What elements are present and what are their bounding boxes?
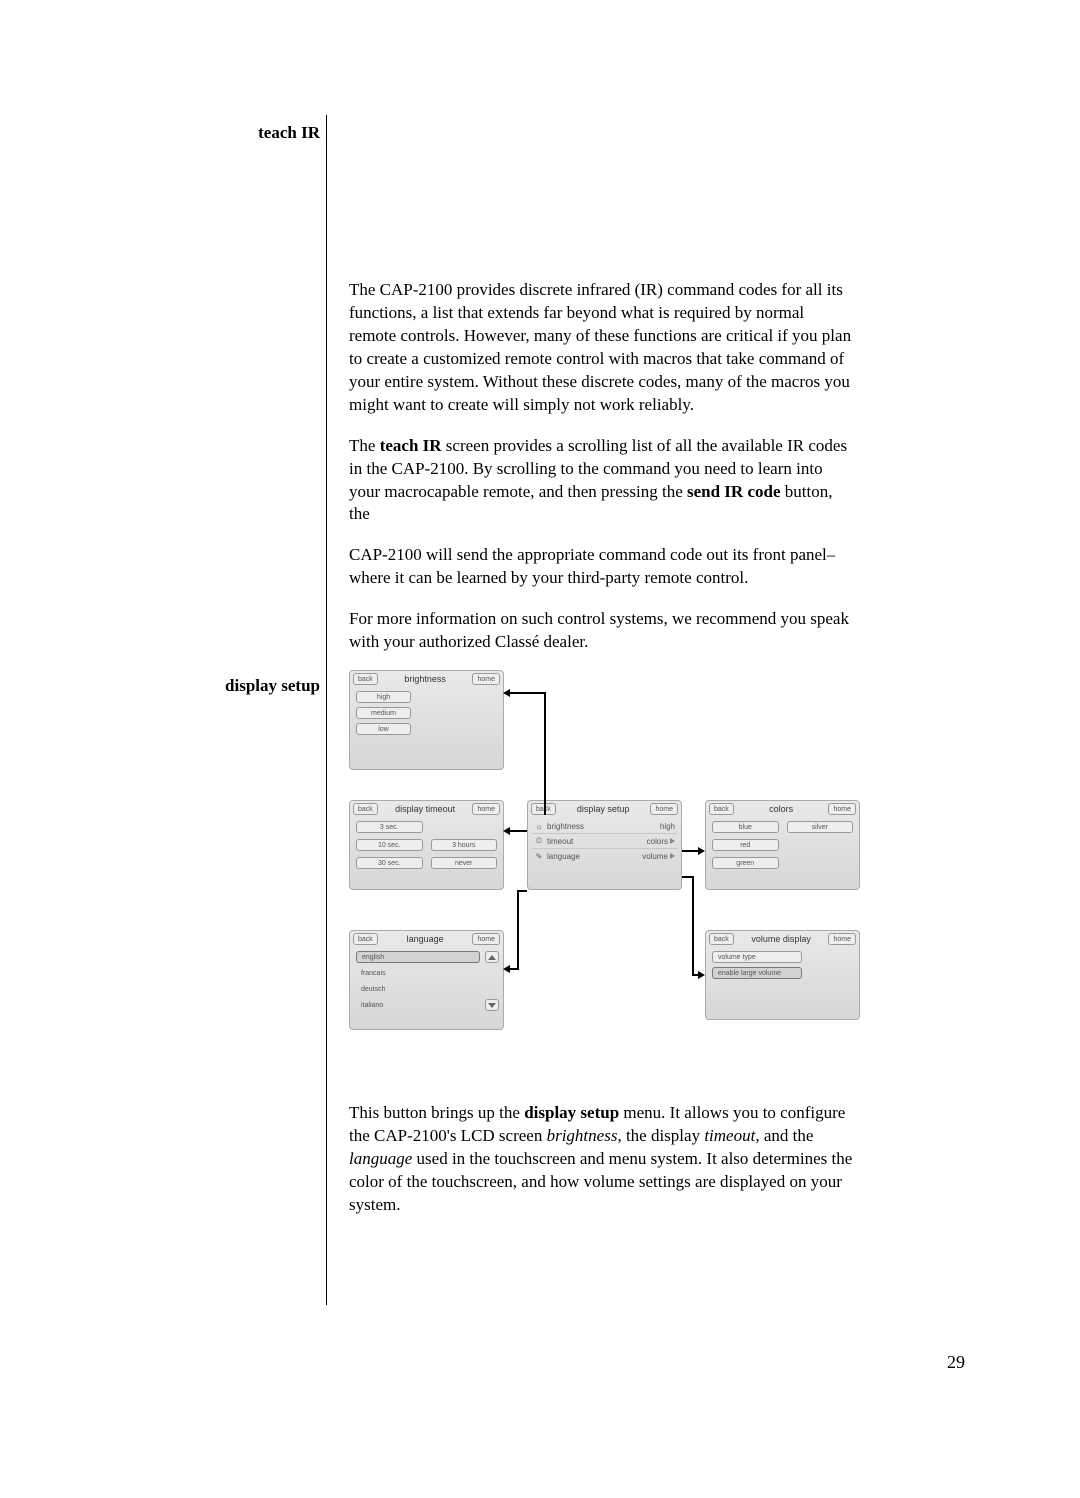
panel-title: volume display bbox=[734, 934, 829, 944]
option[interactable]: red bbox=[712, 839, 779, 851]
option-high[interactable]: high bbox=[356, 691, 411, 703]
option[interactable]: 30 sec. bbox=[356, 857, 423, 869]
panel-timeout: back display timeout home 3 sec. 10 sec.… bbox=[349, 800, 504, 890]
menu-row[interactable]: ☼brightness high bbox=[532, 819, 677, 834]
menu-row[interactable]: ✎language volume bbox=[532, 849, 677, 863]
section-label-display-setup: display setup bbox=[225, 676, 320, 696]
home-button[interactable]: home bbox=[650, 803, 678, 815]
text-italic: timeout bbox=[704, 1126, 755, 1145]
connector bbox=[517, 890, 527, 892]
panel-brightness: back brightness home high medium low bbox=[349, 670, 504, 770]
value: volume bbox=[642, 852, 668, 861]
home-button[interactable]: home bbox=[472, 803, 500, 815]
label: brightness bbox=[547, 822, 584, 831]
vertical-divider bbox=[326, 115, 327, 1305]
panel-language: back language home english francais deut… bbox=[349, 930, 504, 1030]
back-button[interactable]: back bbox=[353, 673, 378, 685]
home-button[interactable]: home bbox=[828, 803, 856, 815]
page-number: 29 bbox=[947, 1352, 965, 1373]
arrow-left-icon bbox=[503, 827, 510, 835]
brightness-icon: ☼ bbox=[534, 821, 544, 831]
text: This button brings up the bbox=[349, 1103, 524, 1122]
option[interactable]: english bbox=[356, 951, 480, 963]
paragraph: The CAP-2100 provides discrete infrared … bbox=[349, 279, 855, 417]
body-copy: This button brings up the display setup … bbox=[349, 1102, 855, 1235]
option-low[interactable]: low bbox=[356, 723, 411, 735]
text-bold: teach IR bbox=[380, 436, 442, 455]
arrow-right-icon bbox=[698, 847, 705, 855]
caret-up-icon bbox=[488, 955, 496, 960]
arrow-left-icon bbox=[503, 689, 510, 697]
section-label-teach-ir: teach IR bbox=[258, 123, 320, 143]
back-button[interactable]: back bbox=[709, 933, 734, 945]
panel-volume-display: back volume display home volume type ena… bbox=[705, 930, 860, 1020]
option[interactable]: deutsch bbox=[356, 983, 480, 995]
option[interactable]: volume type bbox=[712, 951, 802, 963]
panel-title: display timeout bbox=[378, 804, 473, 814]
timeout-icon: ⏲ bbox=[534, 836, 544, 846]
text-bold: send IR code bbox=[687, 482, 781, 501]
panel-title: display setup bbox=[556, 804, 651, 814]
text-italic: language bbox=[349, 1149, 412, 1168]
option[interactable]: never bbox=[431, 857, 498, 869]
arrow-right-icon bbox=[670, 853, 675, 859]
panel-title: brightness bbox=[378, 674, 473, 684]
panel-title: colors bbox=[734, 804, 829, 814]
scroll-up-button[interactable] bbox=[485, 951, 499, 963]
body-copy: The CAP-2100 provides discrete infrared … bbox=[349, 279, 855, 672]
label: timeout bbox=[547, 837, 573, 846]
paragraph: CAP-2100 will send the appropriate comma… bbox=[349, 544, 855, 590]
text-bold: display setup bbox=[524, 1103, 619, 1122]
panel-colors: back colors home blue silver red green bbox=[705, 800, 860, 890]
connector bbox=[517, 890, 519, 970]
text-italic: brightness bbox=[547, 1126, 618, 1145]
arrow-right-icon bbox=[698, 971, 705, 979]
option[interactable]: enable large volume bbox=[712, 967, 802, 979]
value: colors bbox=[647, 837, 668, 846]
connector bbox=[509, 830, 527, 832]
text: , the display bbox=[617, 1126, 704, 1145]
option[interactable]: blue bbox=[712, 821, 779, 833]
option[interactable]: silver bbox=[787, 821, 854, 833]
paragraph: For more information on such control sys… bbox=[349, 608, 855, 654]
option-medium[interactable]: medium bbox=[356, 707, 411, 719]
arrow-right-icon bbox=[670, 838, 675, 844]
paragraph: This button brings up the display setup … bbox=[349, 1102, 855, 1217]
scroll-down-button[interactable] bbox=[485, 999, 499, 1011]
text: used in the touchscreen and menu system.… bbox=[349, 1149, 852, 1214]
option[interactable]: italiano bbox=[356, 999, 480, 1011]
language-icon: ✎ bbox=[534, 851, 544, 861]
option[interactable]: green bbox=[712, 857, 779, 869]
option[interactable]: 3 hours bbox=[431, 839, 498, 851]
arrow-left-icon bbox=[503, 965, 510, 973]
panel-title: language bbox=[378, 934, 473, 944]
text: The bbox=[349, 436, 380, 455]
connector bbox=[509, 968, 519, 970]
back-button[interactable]: back bbox=[709, 803, 734, 815]
caret-down-icon bbox=[488, 1003, 496, 1008]
connector bbox=[692, 876, 694, 976]
panel-display-setup: back display setup home ☼brightness high… bbox=[527, 800, 682, 890]
page: teach IR display setup The CAP-2100 prov… bbox=[0, 0, 1080, 1498]
home-button[interactable]: home bbox=[472, 673, 500, 685]
screenshot-cluster: back brightness home high medium low bac… bbox=[349, 670, 861, 1090]
back-button[interactable]: back bbox=[353, 933, 378, 945]
connector bbox=[544, 692, 546, 815]
back-button[interactable]: back bbox=[353, 803, 378, 815]
label: language bbox=[547, 852, 580, 861]
value: high bbox=[660, 822, 675, 831]
paragraph: The teach IR screen provides a scrolling… bbox=[349, 435, 855, 527]
option[interactable]: francais bbox=[356, 967, 480, 979]
text: , and the bbox=[755, 1126, 813, 1145]
connector bbox=[509, 692, 546, 694]
option[interactable]: 3 sec. bbox=[356, 821, 423, 833]
menu-row[interactable]: ⏲timeout colors bbox=[532, 834, 677, 849]
home-button[interactable]: home bbox=[472, 933, 500, 945]
home-button[interactable]: home bbox=[828, 933, 856, 945]
option[interactable]: 10 sec. bbox=[356, 839, 423, 851]
